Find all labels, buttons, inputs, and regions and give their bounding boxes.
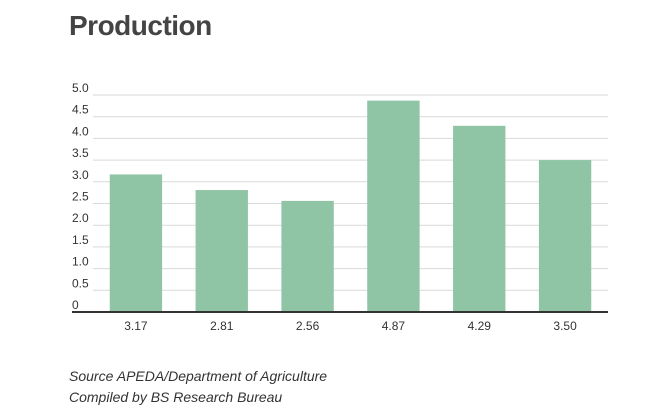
bar	[109, 174, 163, 312]
y-tick-label: 1.0	[72, 255, 89, 269]
x-tick-label: 4.29	[468, 319, 492, 333]
bars	[109, 100, 592, 313]
bar	[281, 200, 334, 312]
compiled-note: Compiled by BS Research Bureau	[69, 389, 283, 405]
y-tick-label: 4.5	[72, 103, 89, 117]
y-tick-label: 4.0	[72, 124, 89, 138]
chart-title: Production	[69, 10, 212, 41]
y-tick-label: 3.5	[72, 146, 89, 160]
y-tick-label: 0	[72, 298, 79, 312]
x-tick-label: 2.81	[210, 319, 234, 333]
y-tick-label: 3.0	[72, 168, 89, 182]
y-tick-label: 2.0	[72, 211, 89, 225]
gridlines	[93, 94, 608, 291]
source-note: Source APEDA/Department of Agriculture	[69, 368, 328, 384]
y-tick-label: 5.0	[72, 81, 89, 95]
bar	[367, 100, 420, 312]
y-axis-ticks: 0 0.5 1.0 1.5 2.0 2.5 3.0 3.5 4.0 4.5 5.0	[72, 81, 89, 312]
bar	[538, 160, 592, 312]
x-tick-label: 2.56	[296, 319, 320, 333]
x-tick-label: 4.87	[382, 319, 406, 333]
bar	[195, 190, 248, 312]
x-tick-label: 3.50	[553, 319, 577, 333]
y-tick-label: 1.5	[72, 233, 89, 247]
bar-chart: 0 0.5 1.0 1.5 2.0 2.5 3.0 3.5 4.0 4.5 5.0 3.17 2.81…	[72, 81, 608, 333]
bar	[453, 125, 506, 313]
x-tick-label: 3.17	[124, 319, 148, 333]
y-tick-label: 2.5	[72, 190, 89, 204]
y-tick-label: 0.5	[72, 276, 89, 290]
footer: Source APEDA/Department of Agriculture C…	[69, 366, 327, 408]
x-axis-ticks: 3.17 2.81 2.56 4.87 4.29 3.50	[124, 319, 577, 333]
